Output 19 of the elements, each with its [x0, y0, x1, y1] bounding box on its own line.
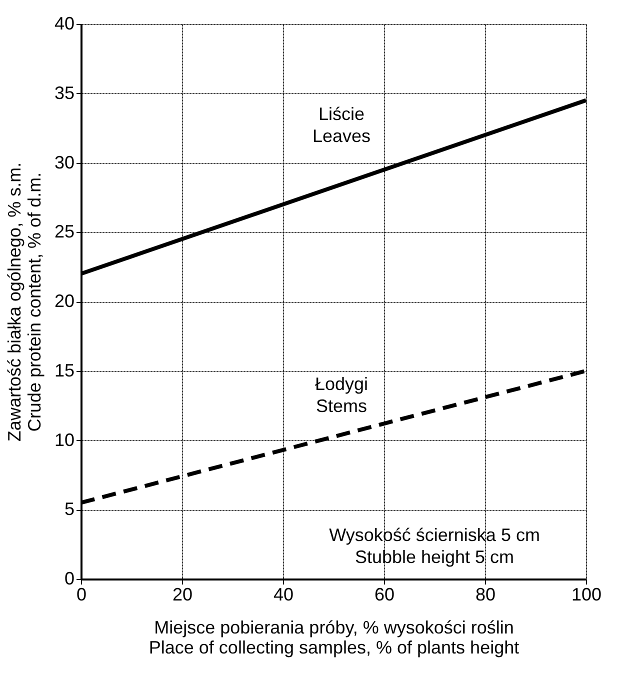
x-tick-label: 60 — [374, 584, 395, 604]
x-axis-title: Miejsce pobierania próby, % wysokości roślin Place of collecting samples, % of plants height — [148, 618, 520, 658]
y-tick-label: 25 — [54, 222, 74, 242]
y-tick-label: 5 — [64, 499, 74, 520]
series-label: Liście Leaves — [312, 104, 371, 146]
x-tick-label: 20 — [172, 584, 193, 604]
y-tick-label: 10 — [54, 430, 74, 450]
y-tick-label: 0 — [64, 568, 74, 588]
y-axis-title: Zawartość białka ogólnego, % s.m. Crude protein content, % of d.m. — [4, 162, 44, 442]
x-tick-label: 80 — [475, 584, 496, 604]
x-tick-label: 100 — [571, 584, 602, 604]
y-tick-label: 35 — [54, 82, 74, 103]
x-tick-label: 40 — [273, 584, 294, 604]
annotation: Wysokość ścierniska 5 cm Stubble height 5 cm — [329, 525, 540, 567]
y-tick-label: 30 — [54, 152, 74, 172]
series-label: Łodygi Stems — [314, 374, 368, 416]
y-tick-label: 15 — [54, 360, 74, 380]
y-tick-label: 40 — [54, 14, 74, 34]
y-tick-label: 20 — [54, 291, 74, 311]
